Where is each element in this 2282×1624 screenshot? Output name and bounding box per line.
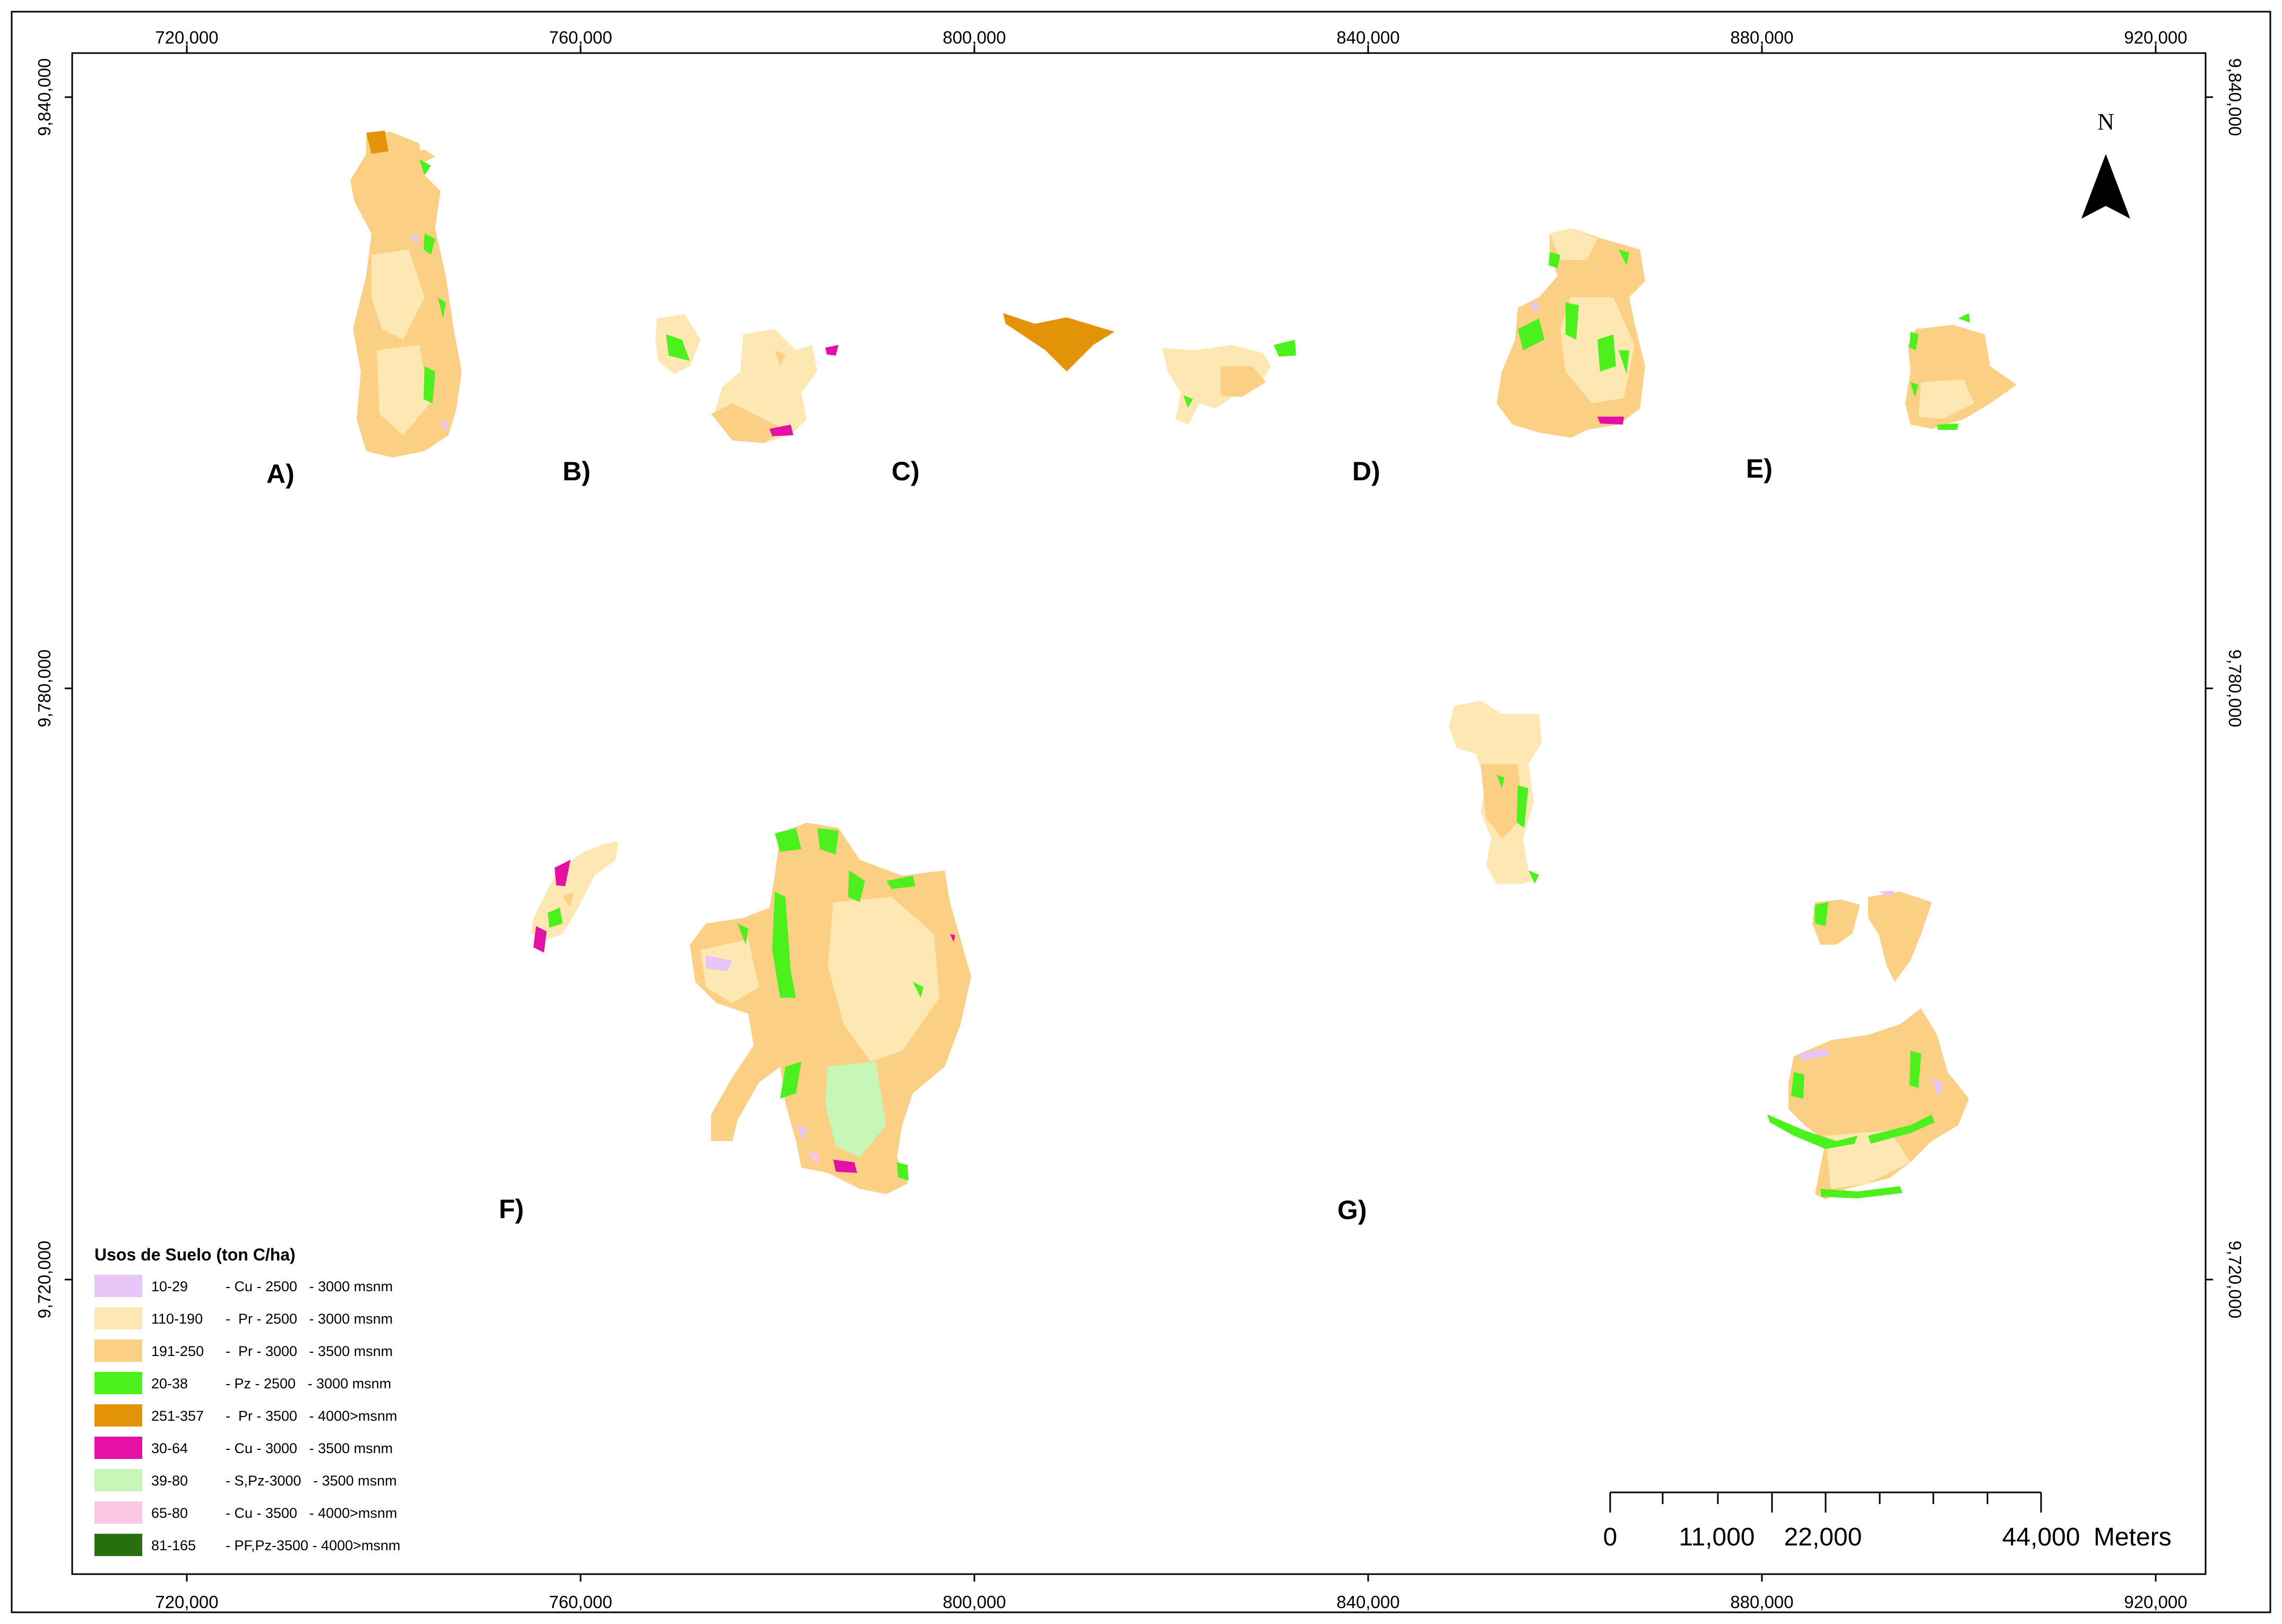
y-tick-left-2: 9,780,000 [34,650,54,728]
scale-unit: Meters [2094,1523,2172,1551]
panel-label-f: F) [499,1194,524,1224]
legend-item: 20-38 - Pz - 2500 - 3000 msnm [94,1372,391,1394]
x-tick-top-1: 720,000 [155,28,218,47]
legend-range: 251-357 [151,1408,204,1424]
legend-item: 39-80 - S,Pz-3000 - 3500 msnm [94,1469,397,1491]
panel-label-a: A) [266,459,295,489]
x-tick-top-5: 880,000 [1730,28,1793,47]
legend-range: 110-190 [151,1311,203,1327]
panel-label-g: G) [1337,1195,1367,1225]
legend-swatch [94,1534,142,1556]
legend-range: 39-80 [151,1473,188,1489]
region-f-main [690,823,971,1194]
panel-label-d: D) [1352,456,1380,486]
legend-range: 191-250 [151,1343,204,1359]
x-tick-bottom-3: 800,000 [943,1592,1006,1612]
x-tick-bottom-4: 840,000 [1336,1592,1399,1612]
scale-label-0: 0 [1603,1523,1618,1551]
legend-description: - Pr - 2500 - 3000 msnm [226,1311,393,1327]
region-d [1497,228,1645,438]
north-label: N [2097,109,2114,135]
x-tick-bottom-5: 880,000 [1730,1592,1793,1612]
x-tick-top-4: 840,000 [1336,28,1399,47]
legend-item: 191-250 - Pr - 3000 - 3500 msnm [94,1340,393,1362]
panel-label-e: E) [1746,454,1773,483]
scale-label-22000: 22,000 [1784,1523,1862,1551]
legend-item: 65-80 - Cu - 3500 - 4000>msnm [94,1501,397,1524]
legend-item: 110-190 - Pr - 2500 - 3000 msnm [94,1307,393,1329]
legend-swatch [94,1469,142,1491]
y-tick-left-1: 9,840,000 [34,58,54,136]
x-tick-bottom-6: 920,000 [2124,1592,2187,1612]
x-tick-bottom-2: 760,000 [549,1592,612,1612]
region-g-upper [1449,701,1542,884]
panel-label-b: B) [563,456,591,486]
legend-range: 10-29 [151,1279,188,1294]
x-tick-top-6: 920,000 [2124,28,2187,47]
region-a [350,131,462,457]
legend-description: - Cu - 3000 - 3500 msnm [226,1440,393,1456]
outer-frame [11,11,2271,1613]
legend-item: 10-29 - Cu - 2500 - 3000 msnm [94,1275,393,1297]
legend-description: - PF,Pz-3500 - 4000>msnm [226,1537,400,1553]
legend: Usos de Suelo (ton C/ha) 10-29 - Cu - 250… [94,1245,400,1556]
legend-item: 81-165 - PF,Pz-3500 - 4000>msnm [94,1534,400,1556]
legend-range: 65-80 [151,1505,188,1521]
legend-range: 20-38 [151,1376,188,1392]
y-tick-right-1: 9,840,000 [2225,58,2245,136]
x-tick-top-2: 760,000 [549,28,612,47]
scale-bar [1609,1491,2042,1513]
legend-swatch [94,1501,142,1524]
x-tick-top-3: 800,000 [943,28,1006,47]
legend-swatch [94,1372,142,1394]
legend-title: Usos de Suelo (ton C/ha) [94,1245,296,1264]
scale-label-44000: 44,000 [2002,1523,2080,1551]
legend-description: - Pz - 2500 - 3000 msnm [226,1376,391,1392]
region-g-lower [1767,891,1969,1199]
region-b [655,314,839,443]
legend-item: 30-64 - Cu - 3000 - 3500 msnm [94,1437,393,1459]
region-e [1905,313,2017,430]
region-c [1003,313,1296,425]
region-f-small [531,841,618,953]
panel-label-c: C) [892,456,920,486]
scale-label-11000: 11,000 [1679,1523,1754,1551]
legend-swatch [94,1437,142,1459]
legend-item: 251-357 - Pr - 3500 - 4000>msnm [94,1404,397,1427]
legend-description: - S,Pz-3000 - 3500 msnm [226,1473,397,1489]
legend-description: - Cu - 3500 - 4000>msnm [226,1505,397,1521]
y-tick-left-3: 9,720,000 [34,1241,54,1319]
y-tick-right-2: 9,780,000 [2225,650,2245,728]
legend-description: - Cu - 2500 - 3000 msnm [226,1279,393,1294]
north-arrow-icon: N [2081,109,2130,219]
legend-swatch [94,1340,142,1362]
legend-swatch [94,1275,142,1297]
y-tick-right-3: 9,720,000 [2225,1241,2245,1319]
frame-ticks [65,46,2213,1582]
legend-swatch [94,1307,142,1329]
legend-range: 30-64 [151,1440,188,1456]
legend-description: - Pr - 3000 - 3500 msnm [226,1343,393,1359]
legend-swatch [94,1404,142,1427]
legend-description: - Pr - 3500 - 4000>msnm [226,1408,397,1424]
x-tick-bottom-1: 720,000 [155,1592,218,1612]
legend-range: 81-165 [151,1537,196,1553]
